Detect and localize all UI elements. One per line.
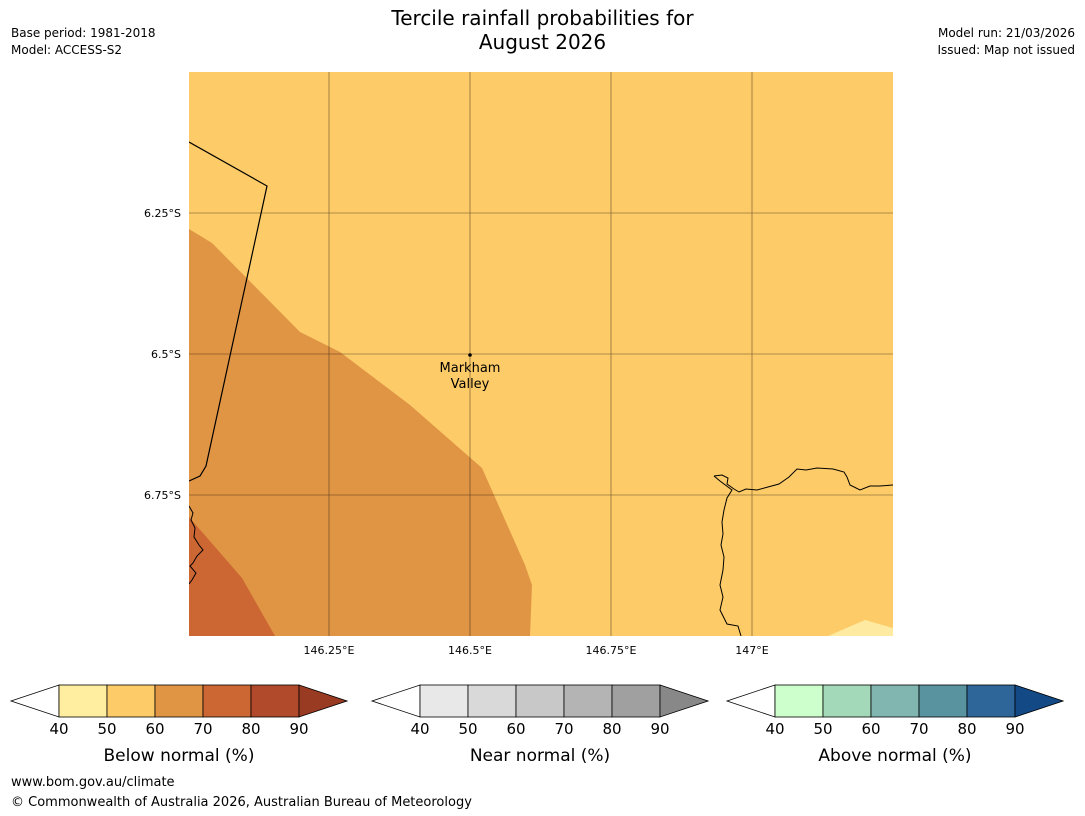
colorbar-below-tick: 90 <box>289 720 308 738</box>
colorbar-below-bin-80-90 <box>250 684 300 718</box>
place-label-line2: Valley <box>451 377 490 392</box>
colorbar-above-tick: 50 <box>813 720 832 738</box>
colorbar-above-bin-40-50 <box>774 684 824 718</box>
colorbar-below-upper-arrow <box>298 684 348 718</box>
colorbar-above-bin-50-60 <box>822 684 872 718</box>
base-period-text: Base period: 1981-2018 <box>11 26 156 40</box>
colorbar-below-tick: 60 <box>145 720 164 738</box>
river-line <box>713 475 742 636</box>
footer-url[interactable]: www.bom.gov.au/climate <box>11 775 175 790</box>
colorbar-near-bin-40-50 <box>419 684 469 718</box>
colorbar-near-bin-50-60 <box>467 684 517 718</box>
colorbar-above-tick: 80 <box>957 720 976 738</box>
colorbar-below-bin-40-50 <box>58 684 108 718</box>
issued-text: Issued: Map not issued <box>937 43 1075 57</box>
colorbar-near-tick: 40 <box>410 720 429 738</box>
colorbar-above-bin-80-90 <box>966 684 1016 718</box>
coastline-east <box>713 467 893 493</box>
colorbar-below-bin-60-70 <box>154 684 204 718</box>
colorbar-near-tick: 50 <box>458 720 477 738</box>
lon-label-146-5: 146.5°E <box>448 644 492 657</box>
lon-label-146-25: 146.25°E <box>304 644 355 657</box>
colorbar-near-tick: 90 <box>650 720 669 738</box>
graticule <box>189 72 893 636</box>
map-title-line2: August 2026 <box>478 30 607 54</box>
colorbar-below-tick: 40 <box>49 720 68 738</box>
colorbar-near-bin-70-80 <box>563 684 613 718</box>
colorbar-above-bin-70-80 <box>918 684 968 718</box>
colorbar-above-tick: 60 <box>861 720 880 738</box>
colorbar-near-tick: 70 <box>554 720 573 738</box>
colorbar-near-tick: 60 <box>506 720 525 738</box>
place-marker-icon <box>468 353 472 357</box>
colorbar-above-tick: 70 <box>909 720 928 738</box>
map-figure: 6.25°S 6.5°S 6.75°S 146.25°E 146.5°E 146… <box>144 72 893 657</box>
model-name-text: Model: ACCESS-S2 <box>11 43 123 57</box>
colorbar-below-lower-arrow <box>9 684 60 718</box>
colorbar-below-tick: 50 <box>97 720 116 738</box>
map-title-line1: Tercile rainfall probabilities for <box>391 6 694 30</box>
colorbar-below-tick: 70 <box>193 720 212 738</box>
colorbar-near-normal: 40 50 60 70 80 90 Near normal (%) <box>370 684 709 766</box>
colorbar-near-bin-80-90 <box>611 684 661 718</box>
colorbar-above-upper-arrow <box>1014 684 1064 718</box>
colorbar-above-bin-60-70 <box>870 684 920 718</box>
footer-copyright: © Commonwealth of Australia 2026, Austra… <box>11 795 472 810</box>
lat-label-6-75: 6.75°S <box>144 489 181 502</box>
lon-label-146-75: 146.75°E <box>586 644 637 657</box>
colorbar-near-lower-arrow <box>370 684 421 718</box>
region-below-70-80 <box>189 517 275 636</box>
coastline-west <box>189 505 204 585</box>
lat-label-6-5: 6.5°S <box>151 348 181 361</box>
model-run-text: Model run: 21/03/2026 <box>937 26 1075 40</box>
colorbar-near-title: Near normal (%) <box>470 746 610 766</box>
colorbar-below-bin-70-80 <box>202 684 252 718</box>
model-info: Base period: 1981-2018 Model: ACCESS-S2 <box>11 25 156 59</box>
colorbar-near-bin-60-70 <box>515 684 565 718</box>
map-area[interactable] <box>189 72 893 636</box>
colorbar-below-normal: 40 50 60 70 80 90 Below normal (%) <box>9 684 348 766</box>
region-below-60-70 <box>189 229 532 636</box>
lon-label-147: 147°E <box>735 644 768 657</box>
colorbar-below-title: Below normal (%) <box>104 746 255 766</box>
place-label-line1: Markham <box>440 361 501 376</box>
colorbar-near-tick: 80 <box>602 720 621 738</box>
colorbar-above-normal: 40 50 60 70 80 90 Above normal (%) <box>725 684 1064 766</box>
map-title: Tercile rainfall probabilities for Augus… <box>0 6 1085 54</box>
colorbar-above-tick: 40 <box>765 720 784 738</box>
lat-label-6-25: 6.25°S <box>144 207 181 220</box>
colorbar-below-tick: 80 <box>241 720 260 738</box>
colorbar-above-lower-arrow <box>725 684 776 718</box>
colorbar-above-tick: 90 <box>1005 720 1024 738</box>
colorbar-near-upper-arrow <box>659 684 709 718</box>
province-boundary <box>189 141 268 482</box>
run-info: Model run: 21/03/2026 Issued: Map not is… <box>937 25 1075 59</box>
colorbar-above-title: Above normal (%) <box>818 746 971 766</box>
colorbar-below-bin-50-60 <box>106 684 156 718</box>
region-below-40-50 <box>828 620 893 636</box>
